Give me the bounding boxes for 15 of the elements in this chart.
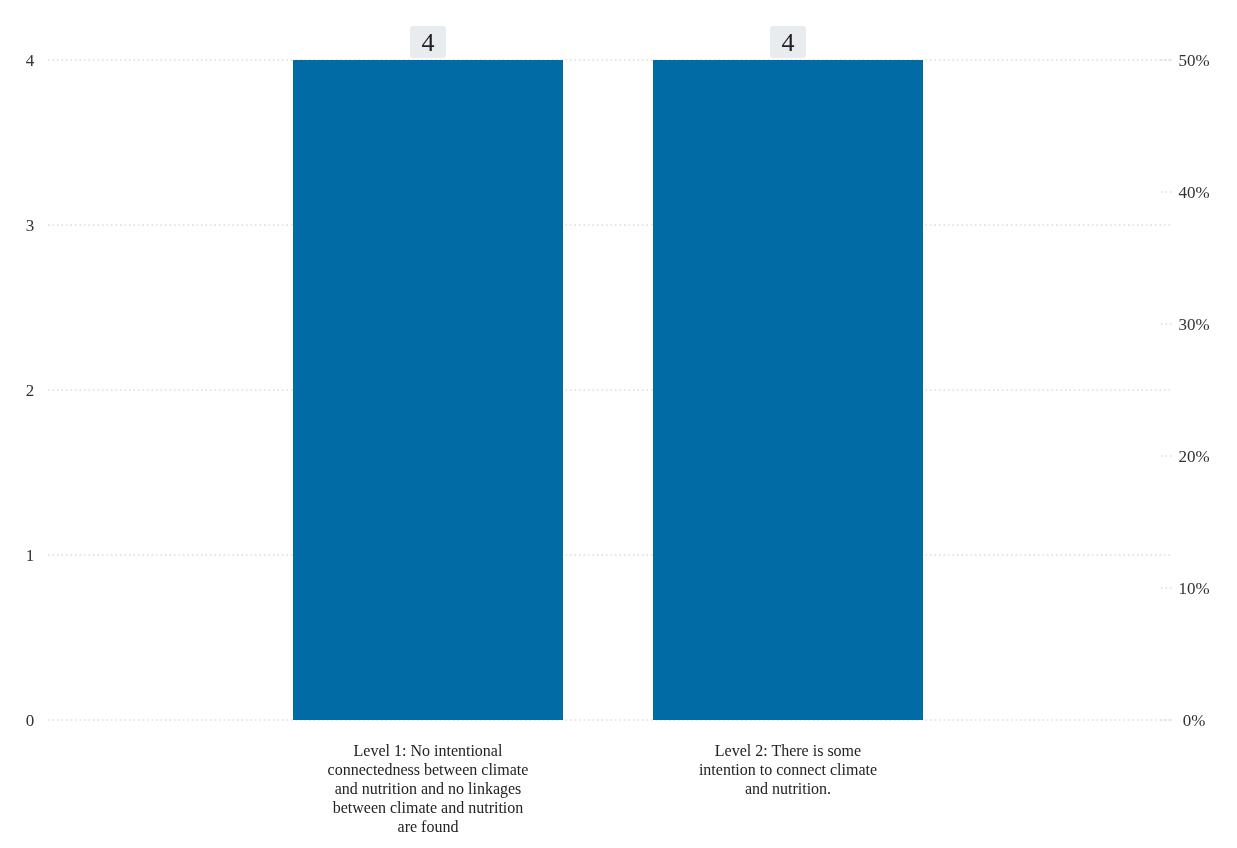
- y-tick-label: 2: [25, 380, 35, 400]
- data-label: 4: [421, 28, 435, 57]
- y2-tick-label: 20%: [1178, 446, 1210, 466]
- y2-tick-label: 50%: [1178, 50, 1210, 70]
- y-tick-label: 0: [25, 710, 35, 730]
- x-tick-label: Level 2: There is some intention to connect climate and nutrition.: [698, 742, 878, 797]
- y2-tick-label: 0%: [1182, 710, 1206, 730]
- data-label: 4: [781, 28, 795, 57]
- y-tick-label: 1: [25, 545, 35, 565]
- y2-tick-label: 10%: [1178, 578, 1210, 598]
- y2-tick-label: 30%: [1178, 314, 1210, 334]
- x-tick-label: Level 1: No intentional connectedness between climate and nutrition and no linkages between climate and nutrition are found: [327, 742, 529, 835]
- y2-tick-label: 40%: [1178, 182, 1210, 202]
- y-tick-label: 3: [25, 215, 35, 235]
- y-tick-label: 4: [25, 50, 35, 70]
